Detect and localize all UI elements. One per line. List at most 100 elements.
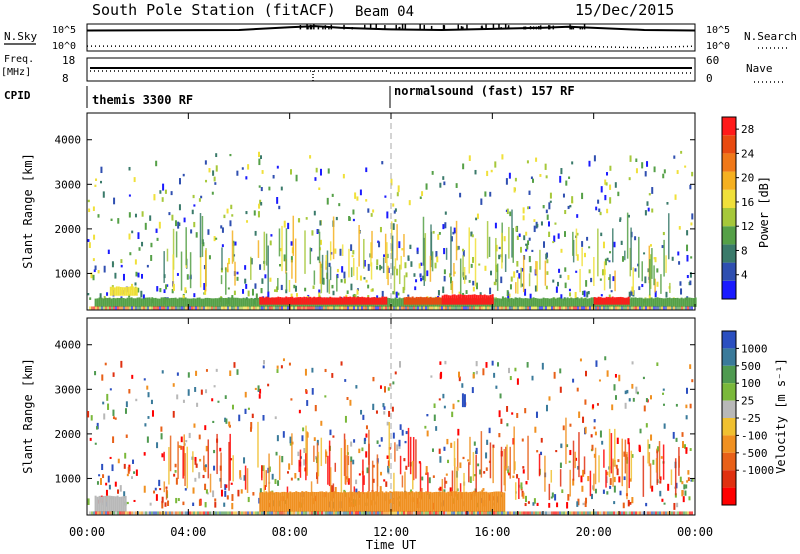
echo-cell — [233, 290, 236, 296]
echo-cell — [644, 276, 647, 284]
echo-cell — [484, 265, 487, 271]
echo-cell — [566, 502, 569, 509]
echo-block — [152, 298, 155, 307]
echo-cell — [126, 501, 129, 505]
echo-streak — [163, 481, 166, 493]
echo-block — [634, 297, 637, 307]
echo-cell — [367, 263, 370, 271]
echo-cell — [94, 371, 97, 376]
echo-cell — [471, 511, 473, 515]
echo-cell — [306, 400, 309, 406]
echo-cell — [261, 278, 264, 284]
echo-cell — [425, 183, 428, 190]
echo-streak — [203, 455, 205, 471]
echo-block — [423, 297, 426, 305]
echo-cell — [349, 306, 351, 310]
echo-cell — [632, 397, 635, 402]
echo-cell — [338, 203, 341, 207]
echo-cell — [169, 511, 171, 515]
echo-cell — [249, 306, 251, 310]
echo-block — [459, 294, 462, 305]
echo-block — [287, 297, 290, 305]
echo-cell — [444, 360, 447, 365]
echo-block — [154, 297, 157, 307]
echo-cell — [233, 362, 236, 368]
echo-cell — [161, 502, 164, 509]
echo-cell — [441, 306, 443, 310]
echo-cell — [111, 261, 114, 268]
echo-cell — [112, 416, 115, 420]
echo-block — [493, 491, 496, 512]
echo-cell — [523, 511, 525, 515]
echo-streak — [441, 478, 444, 494]
echo-block — [118, 496, 121, 512]
echo-block — [481, 491, 484, 512]
echo-cell — [336, 268, 339, 273]
echo-cell — [265, 511, 267, 515]
echo-cell — [653, 306, 655, 310]
echo-block — [111, 286, 114, 296]
echo-cell — [689, 511, 691, 515]
echo-cell — [512, 475, 515, 479]
echo-cell — [458, 371, 461, 378]
echo-streak — [400, 255, 402, 270]
echo-cell — [207, 511, 209, 515]
echo-cell — [590, 493, 593, 500]
echo-cell — [535, 411, 538, 418]
echo-cell — [479, 469, 482, 475]
echo-cell — [165, 511, 167, 515]
echo-cell — [516, 270, 519, 273]
echo-cell — [396, 444, 399, 451]
echo-cell — [501, 306, 503, 310]
echo-block — [369, 492, 372, 512]
echo-block — [439, 491, 442, 512]
echo-cell — [105, 489, 108, 496]
echo-cell — [274, 416, 277, 420]
echo-cell — [548, 396, 551, 401]
echo-block — [319, 296, 322, 305]
echo-cell — [684, 444, 687, 449]
echo-cell — [290, 477, 293, 481]
echo-cell — [171, 214, 174, 221]
echo-cell — [525, 481, 528, 485]
echo-cell — [99, 306, 101, 310]
echo-cell — [319, 306, 321, 310]
echo-cell — [195, 370, 198, 376]
echo-cell — [282, 431, 285, 438]
echo-cell — [204, 425, 207, 431]
echo-cell — [121, 511, 123, 515]
echo-streak — [648, 452, 651, 467]
echo-block — [204, 297, 207, 307]
echo-cell — [578, 411, 581, 418]
echo-cell — [128, 166, 131, 171]
echo-block — [182, 298, 185, 307]
echo-cell — [585, 306, 587, 310]
echo-cell — [629, 501, 632, 505]
echo-block — [403, 297, 406, 305]
echo-cell — [591, 485, 594, 490]
echo-cell — [151, 410, 154, 417]
echo-cell — [663, 306, 665, 310]
echo-block — [516, 298, 519, 307]
echo-cell — [451, 511, 453, 515]
echo-cell — [648, 444, 651, 449]
echo-cell — [438, 398, 441, 401]
echo-cell — [324, 368, 327, 373]
echo-cell — [299, 511, 301, 515]
echo-cell — [159, 288, 162, 293]
echo-cell — [606, 471, 609, 476]
nsky-right-tick-bottom: 10^0 — [706, 41, 730, 52]
echo-cell — [217, 400, 220, 403]
echo-cell — [138, 247, 141, 251]
echo-cell — [436, 256, 439, 263]
echo-cell — [272, 174, 275, 179]
echo-cell — [169, 306, 171, 310]
echo-block — [617, 297, 620, 305]
echo-streak — [511, 209, 513, 258]
echo-block — [349, 296, 352, 305]
echo-block — [520, 298, 523, 307]
echo-cell — [621, 511, 623, 515]
echo-cell — [524, 495, 527, 502]
echo-cell — [394, 208, 397, 212]
echo-cell — [236, 271, 239, 275]
